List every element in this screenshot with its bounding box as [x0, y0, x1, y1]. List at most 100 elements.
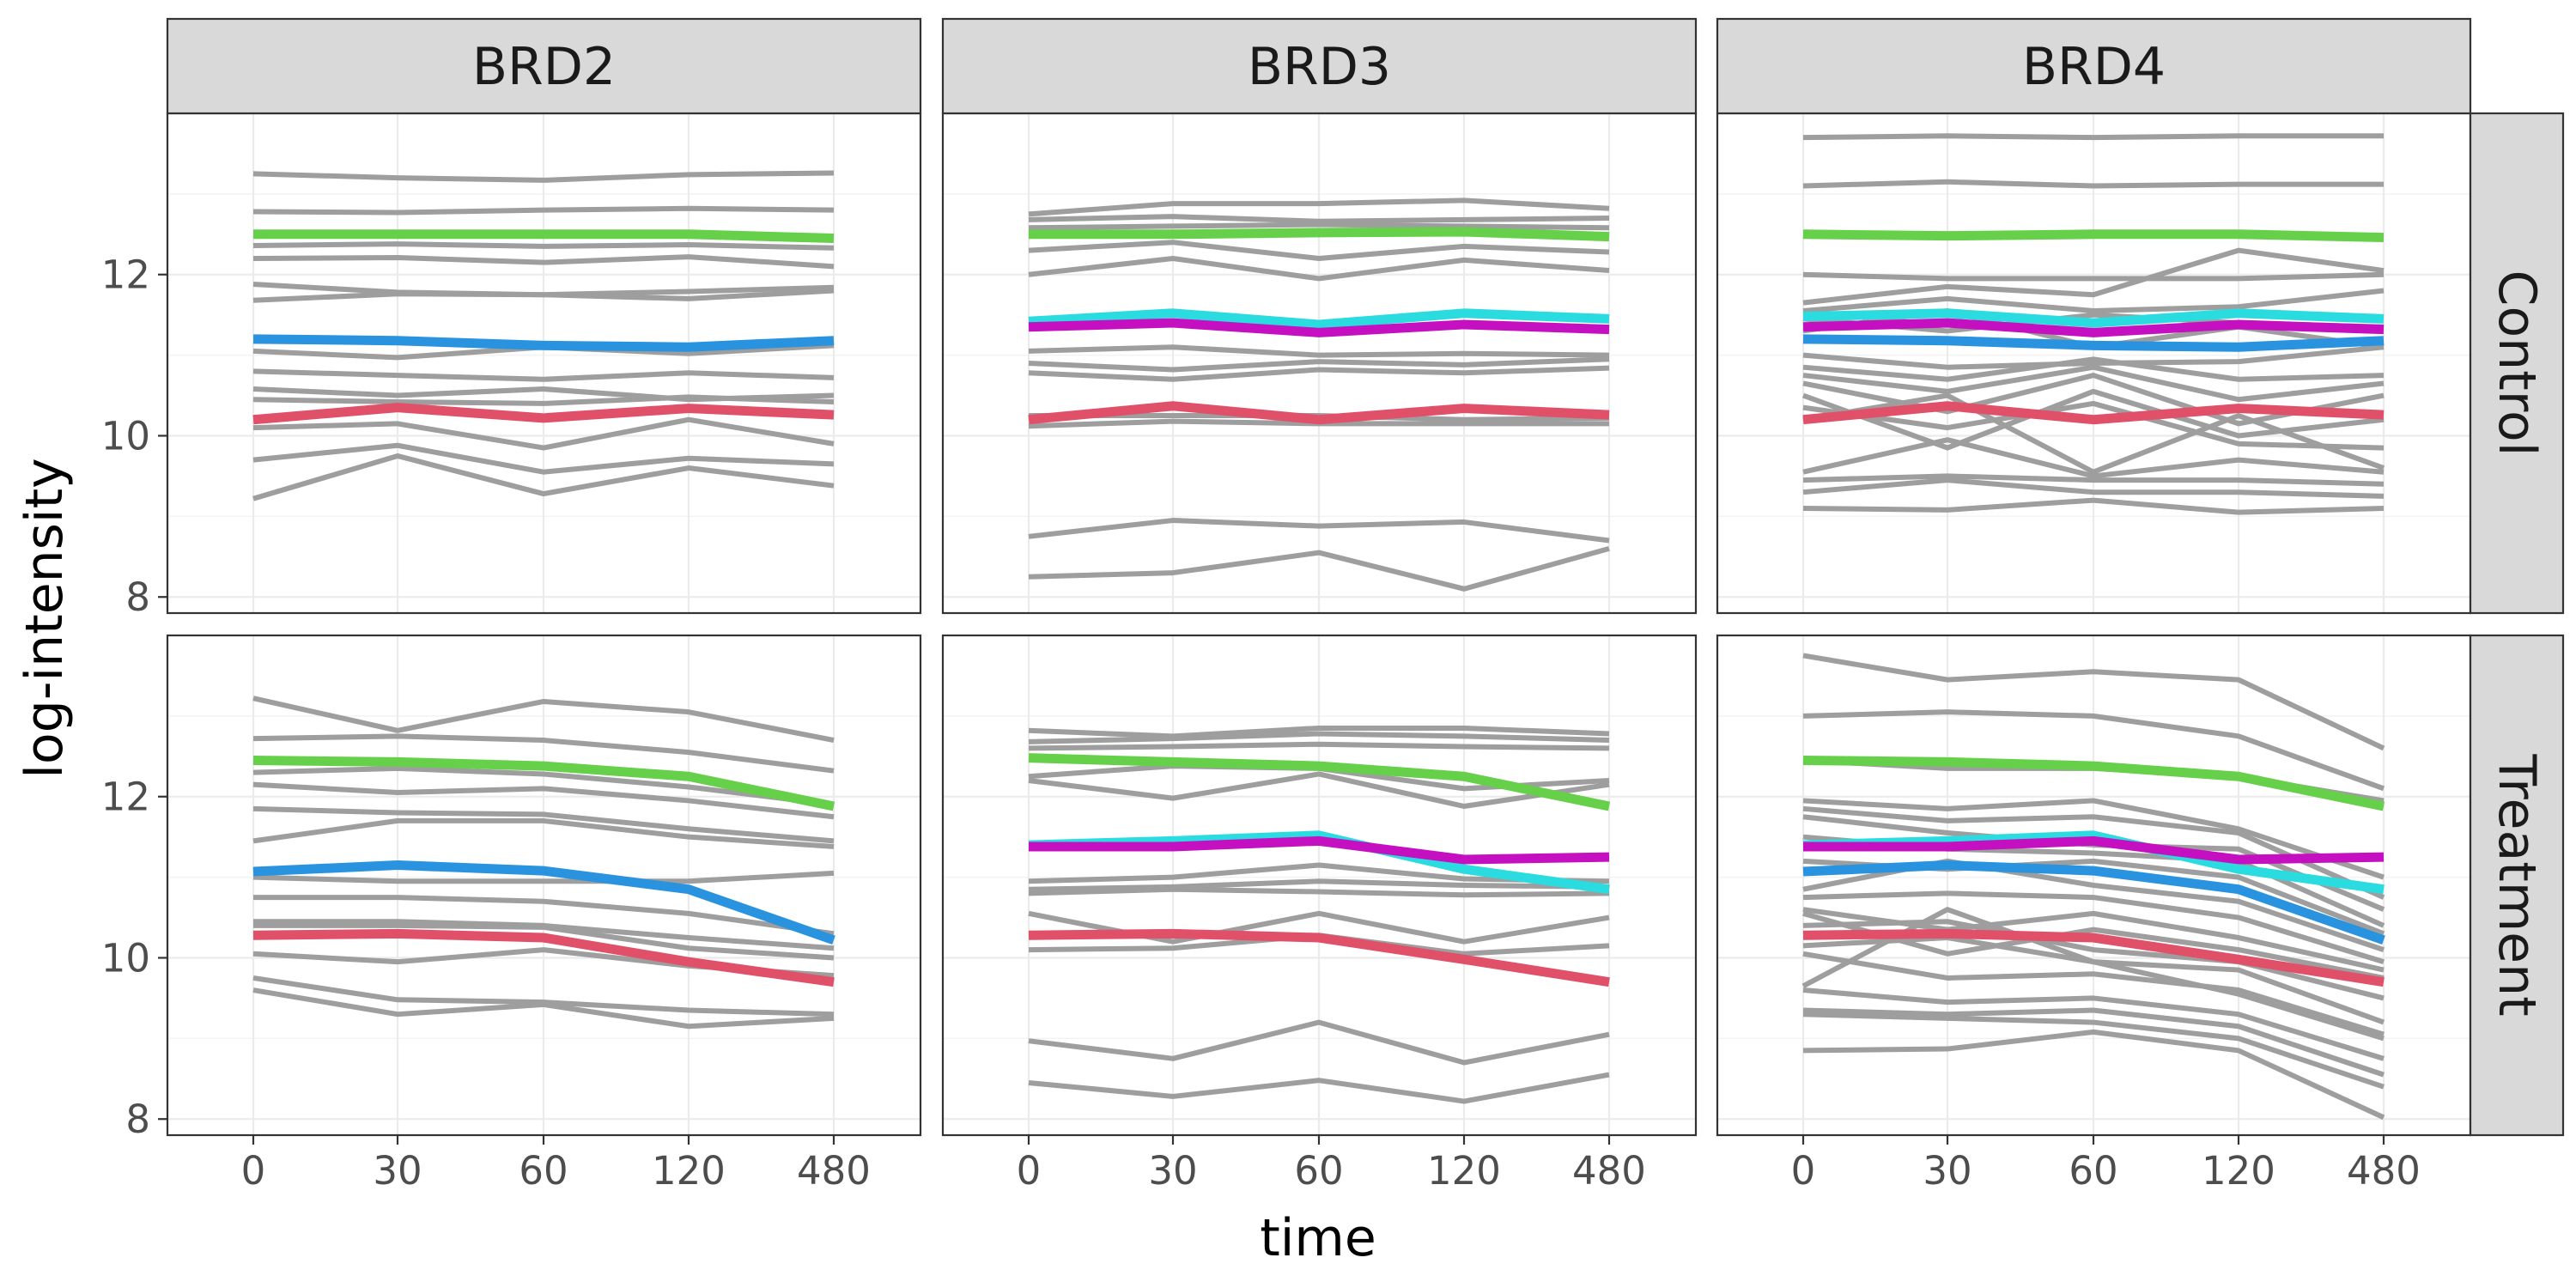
series-line-grey: [252, 241, 835, 251]
series-line-cyan: [1802, 308, 2385, 328]
panel-brd3-control: [941, 112, 1698, 615]
x-tick-label: 30: [1923, 1148, 1971, 1194]
series-line-grey: [1802, 987, 2385, 1061]
series-line-grey: [1028, 1072, 1610, 1104]
series-line-grey: [252, 288, 835, 303]
y-tick-label: 8: [125, 1097, 150, 1142]
strip-background: [2469, 634, 2565, 1137]
series-line-magenta: [1802, 318, 2385, 337]
facet-strip-brd4: BRD4: [1716, 17, 2472, 115]
series-line-grey: [1802, 1012, 2385, 1090]
series-line-cyan: [1028, 308, 1610, 330]
panel-brd2-treatment: [166, 634, 922, 1137]
series-line-grey: [1028, 344, 1610, 358]
y-tick-label: 10: [101, 935, 150, 981]
series-line-green: [1029, 227, 1610, 242]
series-line-grey: [1028, 546, 1610, 592]
x-tick-label: 120: [652, 1148, 726, 1194]
x-tick-label: 0: [1791, 1148, 1816, 1194]
series-line-red: [1028, 401, 1610, 425]
series-line-green: [1802, 756, 2385, 811]
series-line-green: [252, 756, 835, 811]
strip-label: BRD4: [2022, 37, 2166, 97]
series-line-magenta: [1803, 835, 2385, 865]
series-line-grey: [1802, 356, 2385, 382]
series-line-grey: [1028, 741, 1610, 751]
series-line-grey: [1802, 1007, 2385, 1078]
strip-background: [1716, 17, 2472, 115]
x-axis-title: time: [1260, 1208, 1376, 1268]
x-tick-label: 60: [2069, 1148, 2117, 1194]
x-tick-label: 0: [1017, 1148, 1042, 1194]
series-line-red: [252, 403, 835, 425]
series-line-blue: [1802, 860, 2385, 945]
x-tick-label: 60: [1294, 1148, 1343, 1194]
series-line-grey: [1802, 133, 2384, 141]
series-line-grey: [252, 987, 835, 1030]
series-line-grey: [1028, 886, 1610, 898]
x-tick-label: 480: [2347, 1148, 2421, 1194]
x-tick-label: 0: [241, 1148, 266, 1194]
series-line-grey: [1028, 197, 1610, 217]
facet-strip-control: Control: [2469, 112, 2565, 615]
series-line-grey: [1802, 919, 2385, 1001]
series-line-grey: [1802, 497, 2385, 515]
y-tick-label: 10: [101, 413, 150, 459]
series-line-grey: [252, 254, 835, 270]
series-line-red: [1802, 401, 2385, 425]
x-tick-label: 480: [797, 1148, 871, 1194]
panel-brd4-control: [1716, 112, 2472, 615]
strip-label: BRD2: [472, 37, 616, 97]
series-line-grey: [1028, 214, 1610, 224]
series-line-blue: [252, 334, 835, 352]
series-line-grey: [1028, 518, 1610, 544]
series-line-green: [1802, 229, 2385, 243]
series-line-grey: [252, 870, 835, 884]
x-tick-label: 120: [1427, 1148, 1501, 1194]
series-line-grey: [1028, 222, 1610, 231]
series-line-grey: [1802, 344, 2385, 370]
series-line-blue: [1802, 334, 2385, 352]
series-line-grey: [1802, 798, 2385, 880]
series-line-green: [1028, 753, 1611, 811]
series-line-blue: [252, 860, 835, 945]
series-line-grey: [252, 368, 835, 382]
series-line-red: [252, 928, 835, 987]
series-line-grey: [1802, 653, 2385, 751]
series-line-grey: [1028, 731, 1610, 744]
y-tick-label: 12: [101, 775, 150, 820]
x-tick-label: 30: [1148, 1148, 1197, 1194]
x-tick-label: 30: [373, 1148, 422, 1194]
series-line-grey: [1802, 709, 2385, 792]
series-line-grey: [252, 453, 835, 501]
series-line-grey: [1802, 1029, 2385, 1121]
y-tick-label: 8: [125, 574, 150, 620]
y-axis-title: log-intensity: [15, 458, 75, 778]
series-line-grey: [1028, 1019, 1610, 1066]
series-group: [1801, 653, 2385, 1121]
series-line-grey: [1802, 364, 2385, 403]
series-group: [1028, 197, 1610, 592]
panel-brd3-treatment: [941, 634, 1698, 1137]
series-line-grey: [1802, 271, 2385, 282]
series-line-grey: [252, 394, 835, 406]
series-line-grey: [1802, 890, 2385, 965]
series-line-grey: [1802, 400, 2385, 451]
series-group: [1801, 133, 2385, 515]
series-line-grey: [252, 781, 835, 820]
series-line-grey: [1028, 356, 1610, 373]
series-line-grey: [252, 733, 835, 774]
series-line-grey: [252, 805, 835, 844]
series-line-grey: [1028, 878, 1610, 892]
series-line-grey: [1028, 771, 1610, 810]
series-line-grey: [1802, 179, 2384, 189]
series-line-grey: [252, 817, 835, 849]
series-line-grey: [1028, 365, 1610, 382]
strips-layer: BRD2 BRD3 BRD4 Control Treatment: [166, 17, 2565, 1137]
series-line-red: [1028, 928, 1610, 987]
series-line-grey: [1802, 288, 2385, 313]
series-line-red: [1802, 928, 2385, 987]
facet-strip-brd2: BRD2: [166, 17, 922, 115]
